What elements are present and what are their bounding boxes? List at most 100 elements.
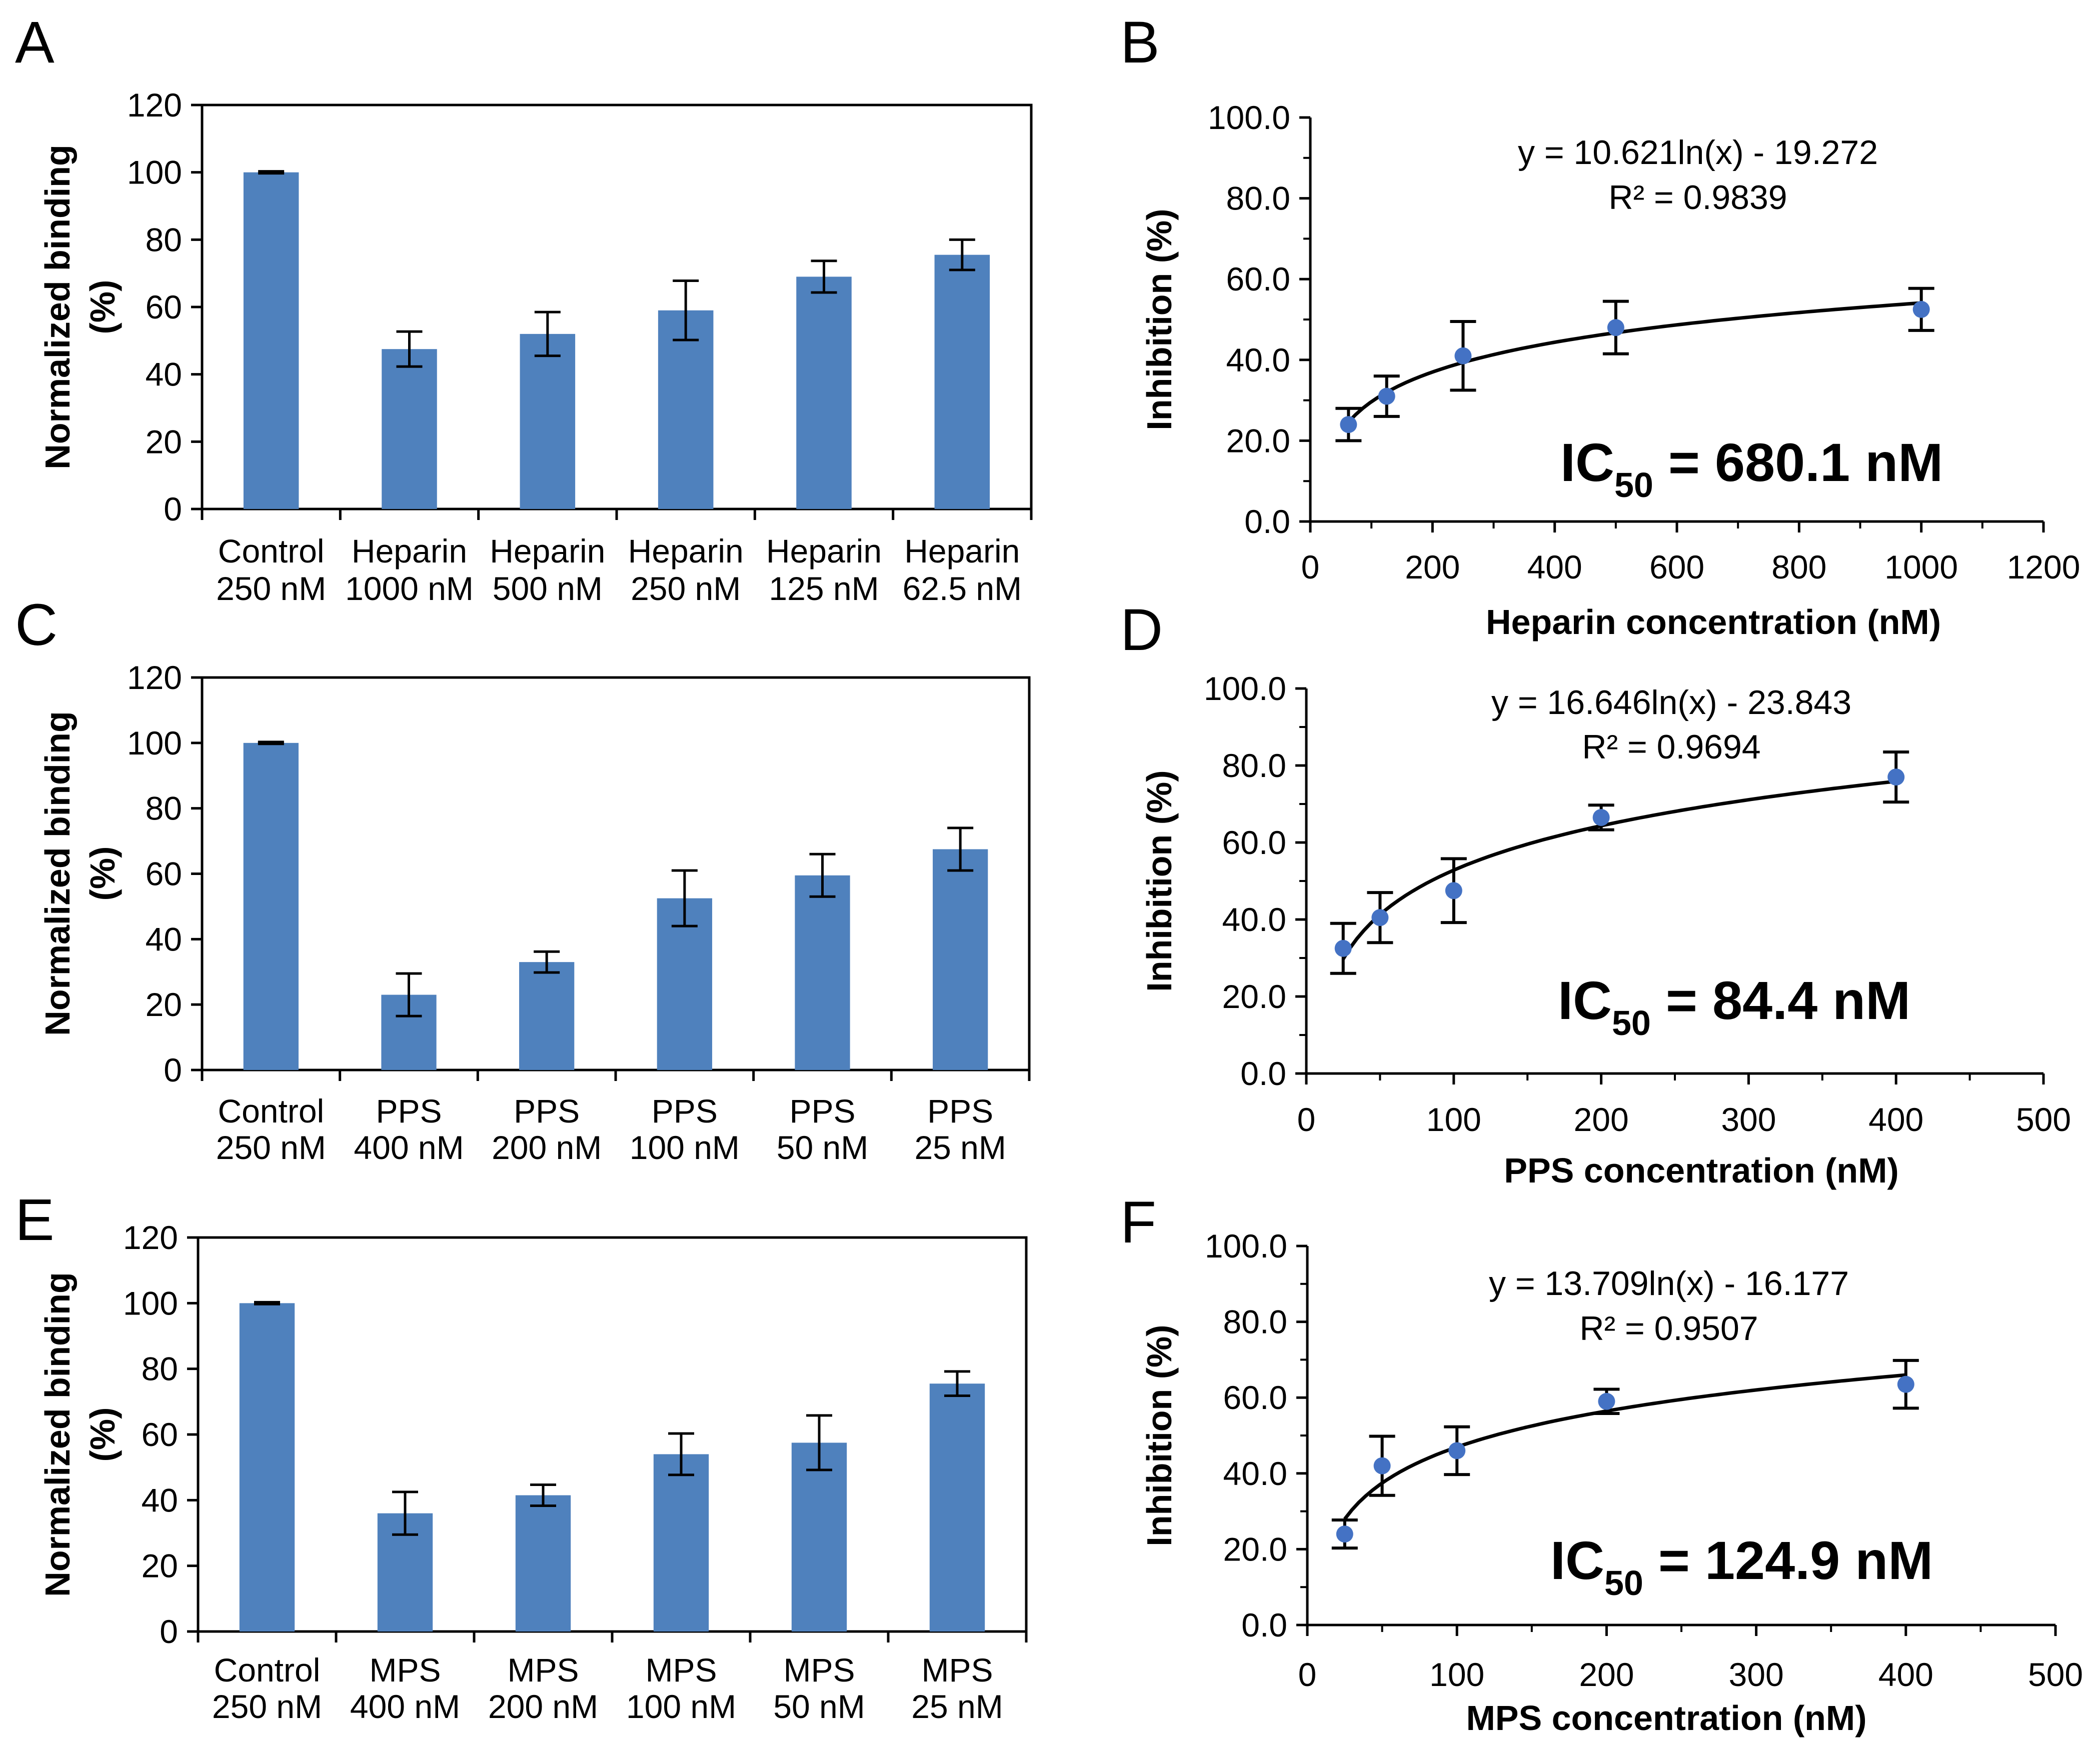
x-tick-label: 300 [1721,1101,1776,1138]
x-tick-label: 200 [1574,1101,1629,1138]
y-tick-label: 40 [142,1482,178,1518]
error-bar [944,1370,970,1398]
category-label: PPS [789,1092,855,1130]
bar [658,310,714,509]
error-bar [258,740,284,746]
category-label: Heparin [766,532,882,570]
data-point [1454,347,1472,364]
data-point [1445,882,1462,900]
category-label: 250 nM [216,1129,326,1166]
panel-letter: B [1120,10,1160,76]
category-label: MPS [369,1652,441,1688]
y-tick-label: 120 [127,86,182,124]
y-tick-label: 0.0 [1241,1606,1287,1644]
x-tick-label: 1000 [1884,548,1958,586]
y-axis-title: Normalized binding [38,1272,77,1596]
bar [929,1384,985,1632]
error-bar [809,852,836,898]
category-label: 50 nM [773,1688,865,1725]
y-tick-label: 100.0 [1204,670,1286,707]
x-tick-label: 800 [1771,548,1826,586]
y-axis-title: (%) [83,280,122,334]
error-bar [806,1414,832,1472]
y-tick-label: 40 [146,920,182,958]
x-tick-label: 1200 [2007,548,2080,586]
y-axis-title: Normalized binding [38,711,77,1036]
x-tick-label: 400 [1527,548,1582,586]
y-tick-label: 80 [146,221,182,258]
category-label: 400 nM [354,1129,464,1166]
y-tick-label: 80.0 [1222,747,1286,784]
y-tick-label: 40.0 [1226,342,1290,378]
error-bar [258,170,285,175]
bar [791,1442,847,1632]
category-label: 250 nM [212,1688,322,1725]
error-bar [671,869,698,928]
y-tick-label: 100.0 [1205,1228,1287,1264]
category-label: Heparin [352,532,467,570]
bar [243,172,299,510]
data-point [1448,1442,1466,1460]
y-axis-title: (%) [83,1408,122,1462]
error-bar [396,972,422,1018]
y-tick-label: 80.0 [1223,1304,1287,1340]
fit-curve [1341,780,1896,960]
bar [515,1495,571,1632]
data-point [1598,1392,1615,1410]
x-tick-label: 100 [1426,1101,1481,1138]
y-tick-label: 80 [142,1350,178,1388]
bar [243,742,299,1070]
category-label: 250 nM [216,570,326,607]
x-tick-label: 400 [1878,1656,1933,1693]
y-tick-label: 20.0 [1222,978,1286,1015]
error-bar [811,260,837,294]
y-tick-label: 20 [146,423,182,460]
error-bar [534,950,560,974]
r-squared: R² = 0.9839 [1608,178,1787,216]
panel-letter: A [15,10,55,76]
y-tick-label: 20 [146,986,182,1023]
error-bar [534,310,561,358]
y-tick-label: 20.0 [1226,422,1290,459]
error-bar [392,1490,418,1536]
bar [239,1303,295,1632]
ic50-label: IC50 = 84.4 nM [1558,970,1910,1042]
bar [519,962,575,1070]
bar [795,875,850,1070]
data-point [1371,909,1389,926]
category-label: 200 nM [492,1129,602,1166]
data-point [1912,300,1930,318]
x-tick-label: 400 [1868,1101,1923,1138]
category-label: PPS [927,1092,993,1130]
error-bar [396,330,423,368]
category-label: 500 nM [493,570,603,607]
data-point [1378,388,1395,405]
panel-f: F 0.0 20.0 40.0 60.0 80.0 100.0 0 100 200 300 400 50… [1120,1190,2083,1738]
panel-letter: C [15,592,58,658]
data-point [1897,1376,1914,1393]
fit-equation: y = 16.646ln(x) - 23.843 [1491,684,1851,722]
x-tick-label: 0 [1301,548,1320,586]
plot-frame [201,104,1033,510]
data-point [1336,1526,1353,1543]
y-tick-label: 80 [146,790,182,827]
category-label: 100 nM [626,1688,736,1725]
x-axis-title: Heparin concentration (nM) [1486,602,1941,642]
y-axis-title: Inhibition (%) [1140,208,1179,430]
y-axis-title: (%) [83,846,122,901]
data-point [1592,808,1610,826]
y-tick-label: 60 [146,288,182,326]
error-bar [947,826,974,872]
category-label: 400 nM [350,1688,460,1725]
y-axis-title: Inhibition (%) [1140,1324,1179,1546]
error-bar [254,1300,280,1306]
x-axis-title: MPS concentration (nM) [1466,1698,1866,1738]
category-label: 25 nM [914,1129,1006,1166]
y-tick-label: 60 [142,1416,178,1453]
data-point [1334,940,1352,957]
x-tick-label: 200 [1405,548,1460,586]
y-axis-title: Inhibition (%) [1140,770,1179,992]
